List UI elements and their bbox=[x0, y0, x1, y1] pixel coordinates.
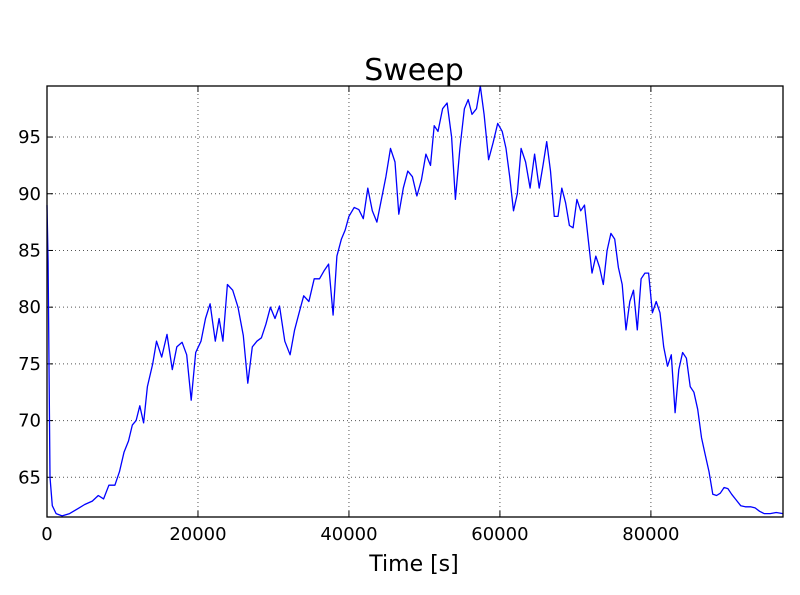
x-tick-label: 20000 bbox=[169, 524, 226, 545]
chart-title: Sweep bbox=[364, 53, 464, 88]
y-tick-label: 95 bbox=[18, 127, 41, 148]
tick-marks bbox=[46, 86, 783, 517]
y-tick-label: 70 bbox=[18, 411, 41, 432]
x-axis-label: Time [s] bbox=[368, 552, 458, 577]
series-line bbox=[46, 85, 784, 517]
plot-frame bbox=[46, 85, 784, 518]
y-tick-labels: 65 70 75 80 85 90 95 bbox=[18, 127, 41, 488]
y-tick-label: 80 bbox=[18, 297, 41, 318]
y-tick-label: 85 bbox=[18, 240, 41, 261]
x-tick-label: 80000 bbox=[622, 524, 679, 545]
y-tick-label: 65 bbox=[18, 467, 41, 488]
y-tick-label: 90 bbox=[18, 184, 41, 205]
grid bbox=[46, 86, 783, 517]
y-tick-label: 75 bbox=[18, 354, 41, 375]
x-tick-label: 0 bbox=[41, 524, 52, 545]
x-tick-label: 40000 bbox=[320, 524, 377, 545]
x-tick-labels: 0 20000 40000 60000 80000 bbox=[41, 524, 679, 545]
x-tick-label: 60000 bbox=[471, 524, 528, 545]
